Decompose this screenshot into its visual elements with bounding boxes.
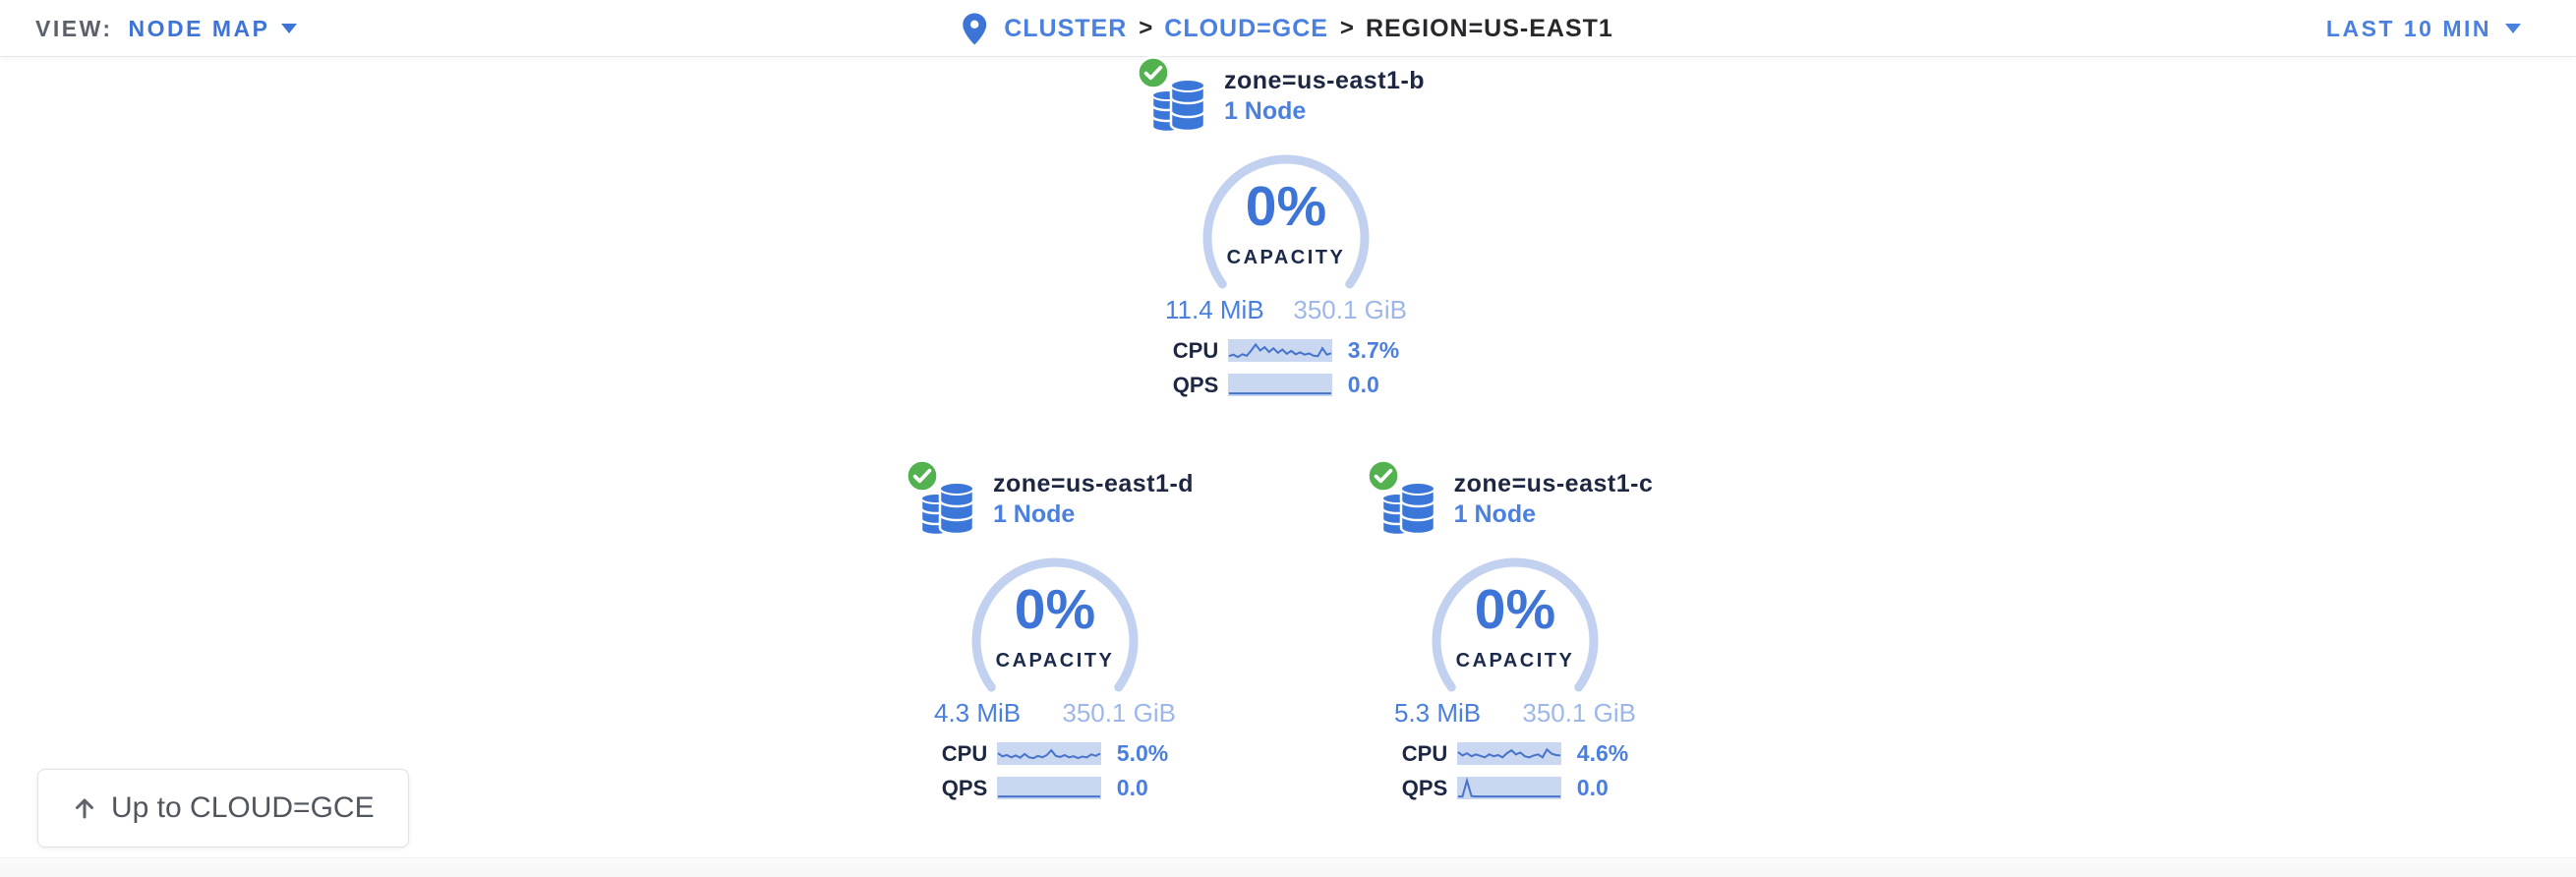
qps-sparkline — [1456, 777, 1561, 799]
capacity-percent: 0% — [1474, 578, 1556, 641]
up-to-cloud-gce-button[interactable]: Up to CLOUD=GCE — [37, 769, 409, 848]
zone-stats: CPU 4.6% QPS 0.0 — [1402, 740, 1628, 801]
zone-title: zone=us-east1-c — [1453, 470, 1654, 497]
capacity-total: 350.1 GiB — [1062, 698, 1176, 728]
qps-row: QPS 0.0 — [942, 775, 1168, 801]
capacity-gauge: 0% CAPACITY — [1427, 551, 1604, 696]
zone-card-us-east1-c[interactable]: zone=us-east1-c 1 Node 0% CAPACITY 5.3 M… — [1365, 458, 1663, 801]
zone-titles: zone=us-east1-d 1 Node — [993, 460, 1194, 530]
zone-card-us-east1-b[interactable]: zone=us-east1-b 1 Node 0% CAPACITY 11.4 … — [1136, 55, 1434, 398]
capacity-percent: 0% — [1014, 578, 1096, 641]
cpu-row: CPU 4.6% — [1402, 740, 1628, 767]
qps-row: QPS 0.0 — [1173, 372, 1399, 398]
qps-label: QPS — [941, 775, 988, 800]
capacity-values-row: 5.3 MiB 350.1 GiB — [1394, 698, 1636, 729]
capacity-used: 11.4 MiB — [1165, 295, 1264, 324]
capacity-used: 4.3 MiB — [934, 698, 1022, 728]
cpu-sparkline — [996, 742, 1101, 765]
zone-title: zone=us-east1-d — [992, 470, 1195, 497]
arrow-up-icon — [76, 798, 93, 819]
capacity-label: CAPACITY — [1455, 650, 1575, 672]
gauge-text: 0% CAPACITY — [1198, 147, 1375, 293]
cpu-value: 3.7% — [1347, 337, 1400, 363]
capacity-gauge: 0% CAPACITY — [966, 551, 1143, 696]
zone-icon — [905, 458, 977, 543]
time-range-dropdown[interactable]: LAST 10 MIN — [2326, 0, 2521, 57]
time-range-value: LAST 10 MIN — [2325, 15, 2491, 41]
view-dropdown-value: NODE MAP — [128, 15, 270, 41]
breadcrumb-separator: > — [1339, 15, 1354, 41]
gauge-arc — [1432, 557, 1599, 692]
breadcrumb-cluster[interactable]: CLUSTER — [1004, 14, 1128, 42]
zone-header: zone=us-east1-c 1 Node — [1365, 458, 1654, 543]
cpu-label: CPU — [1172, 337, 1219, 363]
status-healthy-check-icon — [905, 458, 940, 494]
capacity-values-row: 11.4 MiB 350.1 GiB — [1165, 295, 1407, 325]
capacity-label: CAPACITY — [1226, 247, 1346, 268]
capacity-percent: 0% — [1245, 175, 1327, 238]
qps-label: QPS — [1401, 775, 1448, 800]
gauge-arc — [971, 557, 1139, 692]
up-button-label: Up to CLOUD=GCE — [111, 791, 375, 824]
status-healthy-check-icon — [1136, 55, 1171, 90]
gauge-text: 0% CAPACITY — [1427, 551, 1604, 696]
zone-title: zone=us-east1-b — [1223, 67, 1426, 94]
view-label: VIEW: — [35, 15, 113, 41]
cpu-sparkline — [1456, 742, 1561, 765]
location-pin-icon — [963, 13, 987, 44]
zone-icon — [1365, 458, 1438, 543]
zone-header: zone=us-east1-b 1 Node — [1136, 55, 1425, 140]
breadcrumb-separator: > — [1139, 15, 1153, 41]
gauge-arc — [1202, 154, 1370, 289]
zone-stats: CPU 5.0% QPS 0.0 — [942, 740, 1168, 801]
cpu-value: 5.0% — [1116, 740, 1169, 766]
zone-node-count: 1 Node — [992, 500, 1076, 528]
zone-card-us-east1-d[interactable]: zone=us-east1-d 1 Node 0% CAPACITY 4.3 M… — [905, 458, 1202, 801]
capacity-total: 350.1 GiB — [1522, 698, 1636, 728]
zone-titles: zone=us-east1-c 1 Node — [1454, 460, 1654, 530]
breadcrumb: CLUSTER > CLOUD=GCE > REGION=US-EAST1 — [963, 0, 1613, 57]
qps-label: QPS — [1172, 372, 1219, 397]
capacity-total: 350.1 GiB — [1293, 295, 1407, 324]
cpu-value: 4.6% — [1576, 740, 1629, 766]
status-healthy-check-icon — [1365, 458, 1401, 494]
qps-sparkline — [1227, 374, 1332, 396]
qps-value: 0.0 — [1347, 372, 1379, 397]
zone-header: zone=us-east1-d 1 Node — [905, 458, 1194, 543]
cpu-row: CPU 3.7% — [1173, 337, 1399, 364]
breadcrumb-region-current: REGION=US-EAST1 — [1365, 14, 1613, 42]
chevron-down-icon — [2505, 24, 2521, 33]
qps-sparkline — [996, 777, 1101, 799]
zone-node-count: 1 Node — [1453, 500, 1536, 528]
qps-value: 0.0 — [1116, 775, 1148, 800]
zone-stats: CPU 3.7% QPS 0.0 — [1173, 337, 1399, 398]
bottom-section-edge — [0, 857, 2576, 877]
qps-value: 0.0 — [1576, 775, 1609, 800]
capacity-gauge: 0% CAPACITY — [1198, 147, 1375, 293]
capacity-used: 5.3 MiB — [1394, 698, 1482, 728]
view-selector-group: VIEW: NODE MAP — [35, 0, 298, 57]
cpu-sparkline — [1227, 339, 1332, 362]
breadcrumb-cloud-gce[interactable]: CLOUD=GCE — [1164, 14, 1328, 42]
view-dropdown[interactable]: NODE MAP — [129, 16, 298, 42]
topbar: VIEW: NODE MAP CLUSTER > CLOUD=GCE > REG… — [0, 0, 2576, 57]
gauge-text: 0% CAPACITY — [966, 551, 1143, 696]
cpu-label: CPU — [941, 740, 988, 766]
zone-titles: zone=us-east1-b 1 Node — [1224, 57, 1425, 127]
zone-icon — [1136, 55, 1208, 140]
zone-node-count: 1 Node — [1223, 97, 1307, 125]
chevron-down-icon — [281, 24, 298, 33]
qps-row: QPS 0.0 — [1402, 775, 1628, 801]
cpu-row: CPU 5.0% — [942, 740, 1168, 767]
cpu-label: CPU — [1401, 740, 1448, 766]
capacity-label: CAPACITY — [995, 650, 1115, 672]
capacity-values-row: 4.3 MiB 350.1 GiB — [934, 698, 1176, 729]
